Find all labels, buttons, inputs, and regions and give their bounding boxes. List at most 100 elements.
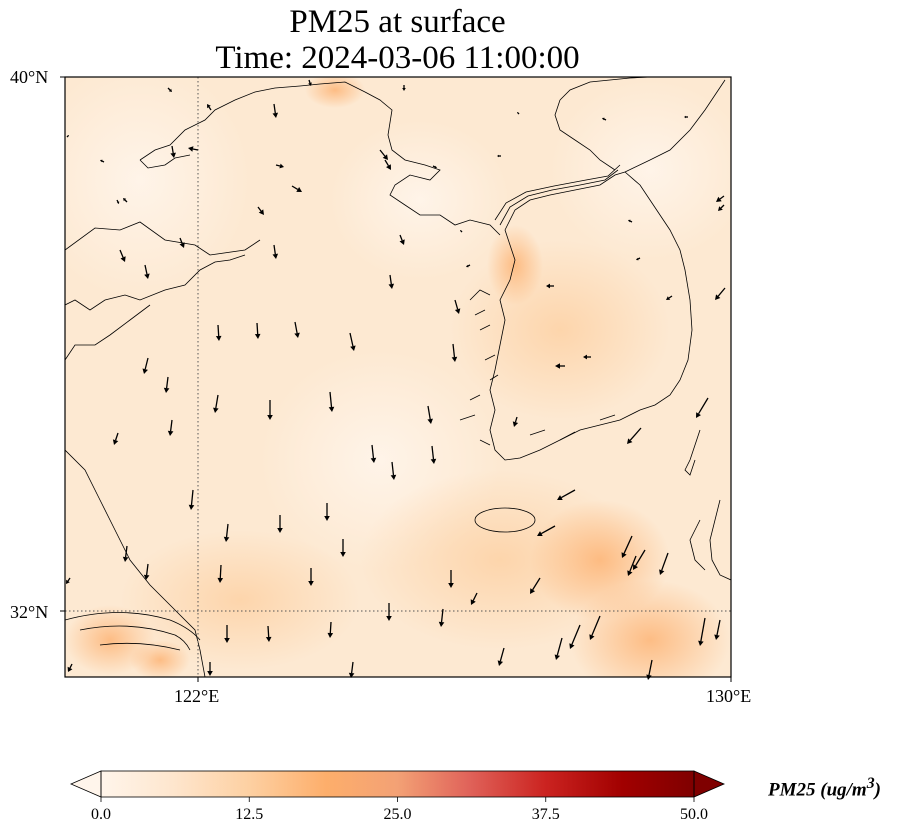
wind-arrow <box>116 199 120 204</box>
wind-arrow <box>659 552 669 575</box>
wind-arrow <box>460 230 463 233</box>
wind-arrow <box>275 163 284 169</box>
colorbar-tick-label: 37.5 <box>531 806 560 823</box>
colorbar-tick-label: 25.0 <box>383 806 412 823</box>
wind-arrow <box>67 663 73 672</box>
wind-arrow <box>122 545 129 562</box>
wind-arrow <box>100 159 105 163</box>
wind-arrow <box>348 661 355 678</box>
wind-arrow <box>557 489 576 501</box>
wind-arrow <box>179 237 185 248</box>
wind-arrow <box>497 154 501 158</box>
wind-arrow <box>569 624 581 649</box>
wind-arrow <box>207 662 213 676</box>
colorbar-gradient <box>101 771 694 797</box>
wind-arrow <box>277 515 283 533</box>
map-frame <box>64 76 732 678</box>
wind-arrow <box>454 299 461 314</box>
wind-arrow <box>698 617 706 646</box>
wind-arrow <box>666 295 673 300</box>
wind-arrow <box>267 400 273 420</box>
wind-arrow <box>512 416 519 427</box>
wind-arrow <box>265 625 272 642</box>
wind-arrow <box>167 419 174 436</box>
wind-arrow <box>66 135 69 138</box>
wind-arrow <box>684 115 688 119</box>
wind-arrow <box>143 563 150 580</box>
pm25-field <box>65 77 731 677</box>
wind-arrow <box>399 234 405 245</box>
wind-arrow <box>718 204 725 211</box>
wind-arrow <box>402 85 406 91</box>
wind-arrow <box>215 324 222 341</box>
wind-arrow <box>583 354 591 360</box>
lat-label-40n: 40°N <box>10 67 49 87</box>
wind-arrow <box>636 257 641 261</box>
wind-arrow <box>432 165 437 169</box>
wind-arrow <box>546 283 554 289</box>
wind-arrow <box>217 564 224 583</box>
wind-arrow <box>530 577 541 594</box>
wind-arrow <box>328 391 335 412</box>
wind-arrow <box>272 103 279 118</box>
wind-arrow <box>537 525 556 537</box>
wind-arrow <box>142 357 149 374</box>
wind-arrow <box>207 104 212 111</box>
wind-arrow <box>715 287 726 300</box>
wind-arrow <box>223 523 230 542</box>
wind-arrow <box>386 603 392 621</box>
wind-arrow <box>112 432 119 445</box>
wind-arrow <box>294 321 300 338</box>
wind-arrow <box>696 397 709 418</box>
wind-arrow <box>554 637 563 660</box>
wind-arrow <box>379 149 388 160</box>
colorbar-units-exponent: 3 <box>866 775 875 792</box>
lat-label-32n: 32°N <box>10 602 49 622</box>
wind-arrow <box>451 343 458 362</box>
wind-arrow <box>119 249 126 262</box>
wind-arrow <box>448 570 454 588</box>
wind-arrow <box>291 185 302 192</box>
wind-arrow <box>257 206 264 215</box>
wind-arrow <box>349 332 356 351</box>
wind-arrow <box>340 539 346 557</box>
wind-arrow <box>144 264 150 279</box>
wind-arrow <box>627 427 642 444</box>
wind-arrow <box>716 195 725 202</box>
colorbar-extend-max <box>693 770 726 798</box>
wind-arrow <box>170 145 176 158</box>
colorbar-label: PM25 (ug/m3) <box>768 775 881 801</box>
wind-arrow <box>430 445 437 464</box>
wind-arrow <box>427 405 433 424</box>
colorbar-units: ug/m <box>826 779 867 801</box>
wind-arrow <box>466 264 471 268</box>
colorbar-tick-label: 12.5 <box>235 806 264 823</box>
wind-arrow <box>602 117 607 121</box>
wind-vectors <box>66 79 726 680</box>
wind-arrow <box>438 608 445 627</box>
colorbar-variable: PM25 <box>768 779 816 801</box>
wind-arrow <box>628 219 633 223</box>
wind-arrow <box>633 549 646 570</box>
wind-arrow <box>188 146 199 152</box>
wind-arrow <box>555 363 565 369</box>
wind-arrow <box>327 621 334 638</box>
gridlines <box>65 77 731 677</box>
map-title-line2: Time: 2024-03-06 11:00:00 <box>215 40 580 76</box>
wind-arrow <box>308 79 312 86</box>
wind-arrow <box>370 444 377 463</box>
wind-arrow <box>66 577 71 584</box>
wind-arrow <box>627 555 637 576</box>
wind-arrow <box>188 489 195 510</box>
wind-arrow <box>123 198 128 203</box>
wind-arrow <box>384 159 391 170</box>
wind-arrow <box>388 274 395 289</box>
wind-arrow <box>497 647 505 666</box>
wind-arrow <box>324 503 330 521</box>
wind-arrow <box>589 615 601 640</box>
wind-arrow <box>213 394 219 413</box>
wind-arrow <box>167 87 172 92</box>
wind-arrow <box>163 376 170 393</box>
